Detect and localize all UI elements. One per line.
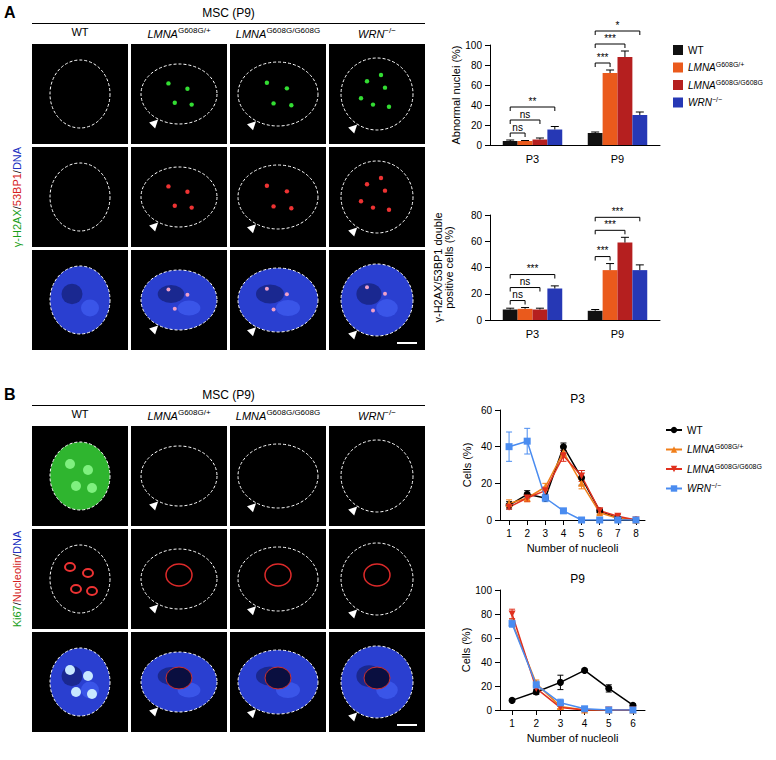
svg-text:80: 80 (471, 210, 483, 221)
html-text:53BP1: 53BP1 (11, 173, 23, 207)
svg-text:Cells (%): Cells (%) (461, 443, 473, 488)
svg-text:4: 4 (561, 528, 567, 539)
svg-text:20: 20 (471, 120, 483, 131)
svg-text:80: 80 (471, 60, 483, 71)
svg-text:5: 5 (579, 528, 585, 539)
svg-text:1: 1 (506, 528, 512, 539)
html-text:LMNAG608G/G608G: LMNAG608G/G608G (235, 26, 321, 40)
svg-text:20: 20 (481, 681, 493, 692)
svg-text:LMNA: LMNA (687, 464, 715, 475)
html-text:DNA: DNA (11, 146, 23, 171)
html-text:B: B (4, 386, 16, 403)
svg-text:Number of nucleoli: Number of nucleoli (527, 542, 619, 554)
svg-text:G608G/+: G608G/+ (716, 61, 745, 68)
svg-text:Cells (%): Cells (%) (460, 628, 472, 673)
svg-text:γ-H2AX/53BP1 double: γ-H2AX/53BP1 double (431, 212, 444, 323)
svg-text:WRN: WRN (688, 97, 713, 108)
html-text:γ-H2AX: γ-H2AX (11, 209, 23, 248)
svg-text:0: 0 (486, 705, 492, 716)
svg-text:ns: ns (512, 122, 523, 133)
svg-text:ns: ns (520, 276, 531, 287)
svg-text:3: 3 (543, 528, 549, 539)
html-text:WT: WT (71, 26, 89, 38)
svg-text:P9: P9 (611, 328, 624, 340)
svg-text:P3: P3 (526, 153, 539, 165)
svg-text:G608G/G608G: G608G/G608G (715, 463, 762, 470)
svg-text:2: 2 (533, 718, 539, 729)
svg-text:***: *** (612, 206, 624, 217)
html-text:Ki67: Ki67 (11, 605, 23, 628)
html-text:WT: WT (71, 408, 89, 420)
svg-text:***: *** (597, 52, 609, 63)
html-text:WRN−/−: WRN−/− (358, 26, 396, 40)
html-text:A: A (4, 4, 16, 21)
svg-text:6: 6 (630, 718, 636, 729)
svg-text:Number of nucleoli: Number of nucleoli (527, 732, 619, 744)
svg-text:100: 100 (465, 40, 482, 51)
svg-text:ns: ns (520, 109, 531, 120)
svg-text:20: 20 (481, 478, 493, 489)
svg-text:G608G/+: G608G/+ (715, 443, 744, 450)
svg-text:0: 0 (476, 140, 482, 151)
svg-text:WRN: WRN (687, 483, 712, 494)
html-text:DNA: DNA (11, 530, 23, 554)
svg-text:6: 6 (597, 528, 603, 539)
svg-text:60: 60 (471, 236, 483, 247)
svg-text:60: 60 (481, 633, 493, 644)
svg-text:40: 40 (471, 100, 483, 111)
html-text:MSC (P9): MSC (P9) (202, 388, 255, 402)
svg-text:100: 100 (475, 585, 492, 596)
svg-text:LMNA: LMNA (688, 80, 716, 91)
svg-text:***: *** (527, 263, 539, 274)
svg-text:40: 40 (481, 657, 493, 668)
svg-text:40: 40 (471, 262, 483, 273)
svg-text:ns: ns (512, 289, 523, 300)
svg-text:WT: WT (687, 425, 703, 436)
svg-text:***: *** (604, 219, 616, 230)
svg-text:20: 20 (471, 288, 483, 299)
html-text:WRN−/−: WRN−/− (358, 408, 396, 422)
svg-text:LMNA: LMNA (688, 62, 716, 73)
svg-text:0: 0 (476, 315, 482, 326)
svg-text:**: ** (529, 96, 537, 107)
svg-text:8: 8 (633, 528, 639, 539)
svg-text:60: 60 (481, 405, 493, 416)
svg-text:P3: P3 (570, 392, 585, 406)
svg-text:*: * (616, 20, 620, 31)
svg-text:G608G/G608G: G608G/G608G (716, 79, 763, 86)
svg-text:1: 1 (509, 718, 515, 729)
svg-text:positive cells (%): positive cells (%) (443, 226, 455, 309)
svg-text:40: 40 (481, 441, 493, 452)
html-text:LMNAG608G/+: LMNAG608G/+ (147, 26, 211, 40)
svg-text:2: 2 (524, 528, 530, 539)
svg-text:5: 5 (606, 718, 612, 729)
svg-text:Abnormal nuclei (%): Abnormal nuclei (%) (450, 45, 462, 144)
svg-text:P9: P9 (570, 572, 585, 586)
svg-text:80: 80 (481, 609, 493, 620)
svg-text:−/−: −/− (711, 482, 721, 489)
svg-text:LMNA: LMNA (687, 444, 715, 455)
html-text:MSC (P9): MSC (P9) (202, 6, 255, 20)
svg-text:P3: P3 (526, 328, 539, 340)
svg-text:3: 3 (558, 718, 564, 729)
svg-text:−/−: −/− (712, 96, 722, 103)
svg-text:60: 60 (471, 80, 483, 91)
svg-text:P9: P9 (611, 153, 624, 165)
svg-text:WT: WT (688, 45, 704, 56)
html-text:Nucleolin: Nucleolin (11, 557, 23, 603)
svg-text:7: 7 (615, 528, 621, 539)
svg-text:4: 4 (582, 718, 588, 729)
html-text:LMNAG608G/G608G: LMNAG608G/G608G (235, 408, 321, 422)
svg-text:***: *** (597, 245, 609, 256)
svg-text:0: 0 (486, 515, 492, 526)
svg-text:***: *** (604, 33, 616, 44)
html-text:LMNAG608G/+: LMNAG608G/+ (147, 408, 211, 422)
